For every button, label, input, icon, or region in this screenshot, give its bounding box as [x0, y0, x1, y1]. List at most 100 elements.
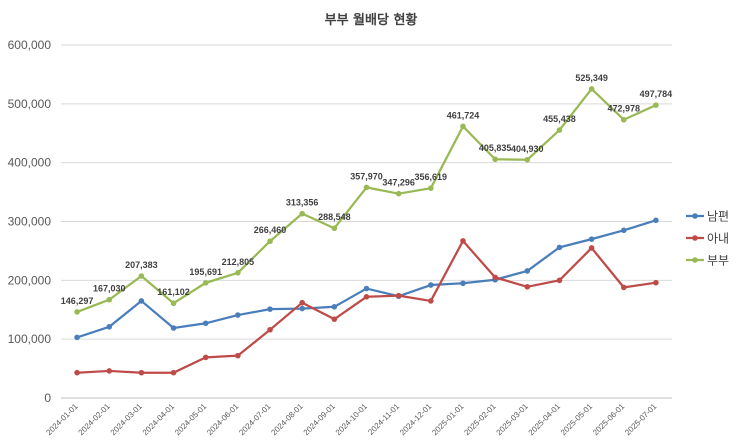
data-point	[588, 236, 595, 242]
data-point	[460, 280, 466, 287]
data-label: 461,724	[447, 110, 480, 120]
data-point	[138, 273, 145, 279]
data-label: 195,691	[189, 267, 222, 277]
data-point	[202, 354, 209, 361]
data-point	[556, 244, 563, 251]
data-point	[556, 127, 563, 133]
data-labels: 146,297 167,030 207,383 161,102 195,691212,8…	[61, 73, 672, 306]
x-tick-label: 2024-04-01	[141, 401, 177, 437]
legend-swatch-marker	[692, 235, 698, 241]
x-axis-ticks: 2024-01-012024-02-012024-03-012024-04-01…	[44, 401, 659, 437]
x-tick-label: 2025-03-01	[495, 401, 531, 437]
data-point	[138, 298, 145, 304]
x-tick-label: 2025-05-01	[559, 401, 595, 437]
data-label: 161,102	[157, 287, 190, 297]
y-tick-label: 300,000	[8, 215, 52, 229]
data-point	[202, 280, 209, 286]
data-point	[267, 306, 273, 312]
data-label: 472,978	[607, 104, 640, 114]
data-point	[170, 369, 177, 376]
x-tick-label: 2024-06-01	[205, 401, 241, 437]
data-point	[492, 156, 498, 163]
data-point	[331, 304, 338, 310]
legend-swatch-marker	[692, 213, 698, 219]
data-point	[331, 225, 338, 232]
x-tick-label: 2024-10-01	[334, 401, 370, 437]
data-point	[395, 292, 402, 299]
data-label: 313,356	[286, 198, 319, 208]
data-point	[299, 210, 305, 217]
data-point	[653, 217, 659, 224]
data-label: 405,835	[479, 143, 512, 153]
chart-title: 부부 월배당 현황	[325, 12, 418, 28]
data-label: 146,297	[61, 296, 94, 306]
data-point	[235, 269, 241, 276]
data-label: 212,805	[222, 257, 255, 267]
y-tick-label: 500,000	[8, 97, 52, 111]
x-tick-label: 2024-08-01	[269, 401, 305, 437]
series-lines	[74, 86, 659, 376]
data-label: 207,383	[125, 260, 158, 270]
data-label: 266,460	[254, 225, 287, 235]
gridlines	[61, 44, 672, 399]
data-point	[653, 279, 659, 286]
data-point	[428, 298, 434, 304]
data-point	[299, 305, 305, 312]
data-point	[428, 185, 434, 191]
x-tick-label: 2024-05-01	[173, 401, 209, 437]
y-axis-ticks: 0 100,000 200,000 300,000 400,000 500,000 600,…	[8, 38, 52, 405]
x-tick-label: 2024-03-01	[109, 401, 145, 437]
data-point	[620, 227, 627, 234]
data-point	[653, 102, 659, 108]
data-point	[106, 296, 113, 303]
x-tick-label: 2024-01-01	[44, 401, 80, 437]
y-tick-label: 200,000	[8, 273, 52, 287]
legend-label: 부부	[707, 254, 729, 268]
x-tick-label: 2025-06-01	[591, 401, 627, 437]
y-tick-label: 400,000	[8, 156, 52, 170]
data-label: 167,030	[93, 284, 126, 294]
x-tick-label: 2025-01-01	[430, 401, 466, 437]
data-point	[363, 285, 370, 292]
data-point	[106, 368, 113, 374]
data-point	[170, 325, 177, 331]
data-point	[460, 238, 466, 244]
x-tick-label: 2024-12-01	[398, 401, 434, 437]
series-line-1	[77, 239, 657, 374]
data-point	[588, 245, 595, 251]
x-tick-label: 2025-04-01	[527, 401, 563, 437]
legend-swatch-marker	[692, 257, 698, 263]
legend-label: 아내	[707, 232, 729, 246]
data-point	[428, 282, 434, 288]
data-point	[492, 274, 498, 281]
series-line-0	[76, 219, 657, 339]
data-point	[74, 309, 80, 315]
x-tick-label: 2024-02-01	[77, 401, 113, 437]
data-point	[363, 294, 370, 300]
data-label: 497,784	[640, 89, 673, 99]
data-point	[524, 156, 531, 163]
data-point	[588, 86, 595, 92]
data-point	[267, 326, 273, 333]
data-point	[138, 369, 145, 376]
data-label: 357,970	[350, 171, 383, 181]
data-point	[363, 184, 370, 191]
data-label: 525,349	[575, 73, 608, 83]
y-tick-label: 0	[44, 391, 51, 405]
data-point	[460, 123, 466, 130]
data-point	[170, 300, 177, 307]
x-tick-label: 2024-07-01	[237, 401, 273, 437]
x-tick-label: 2024-11-01	[366, 401, 401, 436]
data-point	[620, 116, 627, 123]
data-point	[235, 312, 241, 318]
data-point	[620, 284, 627, 291]
data-label: 356,619	[415, 172, 448, 182]
y-tick-label: 100,000	[8, 332, 52, 346]
data-label: 455,438	[543, 114, 576, 124]
data-label: 404,930	[511, 144, 544, 154]
x-tick-label: 2024-09-01	[302, 401, 338, 437]
data-point	[235, 352, 241, 359]
